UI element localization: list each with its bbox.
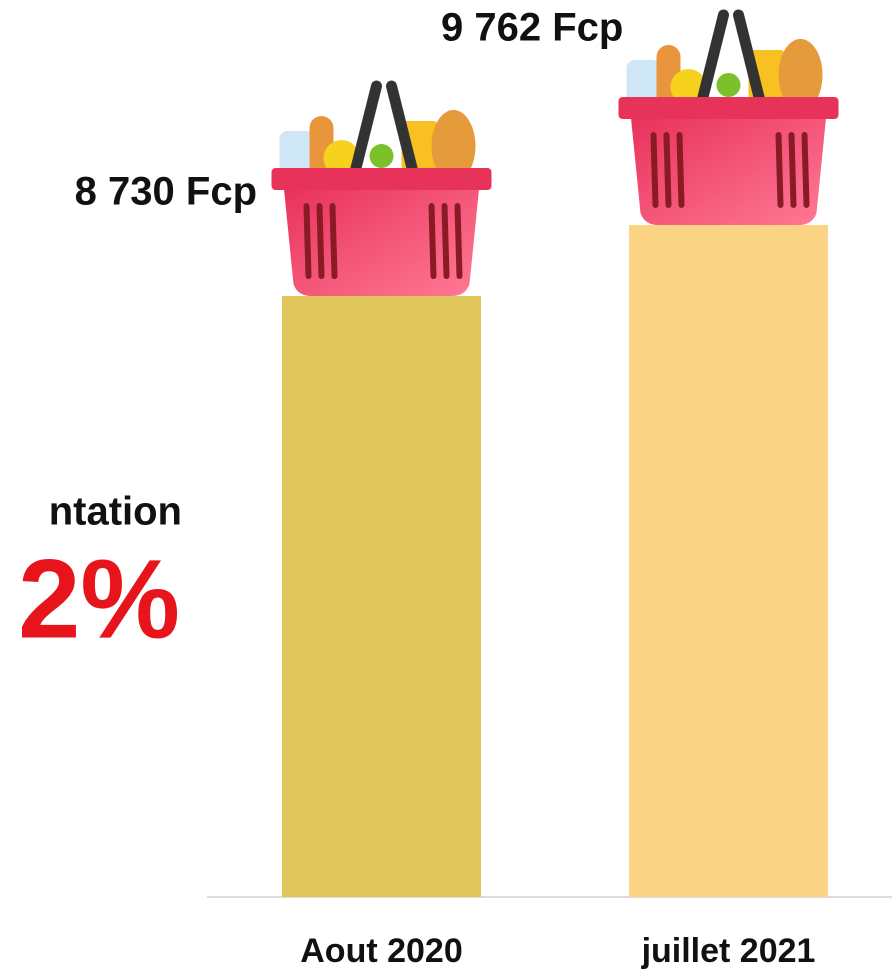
- basket-slot: [676, 132, 685, 208]
- apple: [716, 73, 741, 97]
- basket-slot: [441, 203, 450, 280]
- basket-slot: [329, 203, 338, 280]
- basket-slot: [775, 132, 784, 208]
- bottle: [626, 60, 661, 108]
- basket-slot: [801, 132, 810, 208]
- basket-body: [283, 184, 480, 297]
- value-label: 8 730 Fcp: [75, 170, 257, 214]
- basket-rim: [618, 97, 839, 119]
- basket: [618, 9, 839, 225]
- value-label: 9 762 Fcp: [441, 6, 623, 50]
- lemon: [323, 140, 360, 177]
- basket-slot: [788, 132, 797, 208]
- bar: [282, 296, 481, 898]
- loaf: [431, 110, 476, 183]
- bar: [629, 225, 828, 897]
- loaf: [778, 39, 823, 111]
- basket-slot: [428, 203, 437, 280]
- annotation-percent: 2%: [18, 537, 180, 662]
- basket-body: [630, 113, 827, 225]
- basket: [271, 80, 492, 297]
- basket-slot: [650, 132, 659, 208]
- x-tick-label: Aout 2020: [300, 932, 463, 970]
- basket-slot: [303, 203, 312, 280]
- apple: [369, 144, 394, 169]
- basket-slot: [663, 132, 672, 208]
- annotation: ntation: [49, 490, 182, 534]
- lemon: [670, 69, 707, 105]
- basket-slot: [316, 203, 325, 280]
- x-tick-label: juillet 2021: [641, 932, 816, 970]
- basket-rim: [271, 168, 492, 191]
- bottle: [279, 131, 314, 180]
- basket-slot: [454, 203, 463, 280]
